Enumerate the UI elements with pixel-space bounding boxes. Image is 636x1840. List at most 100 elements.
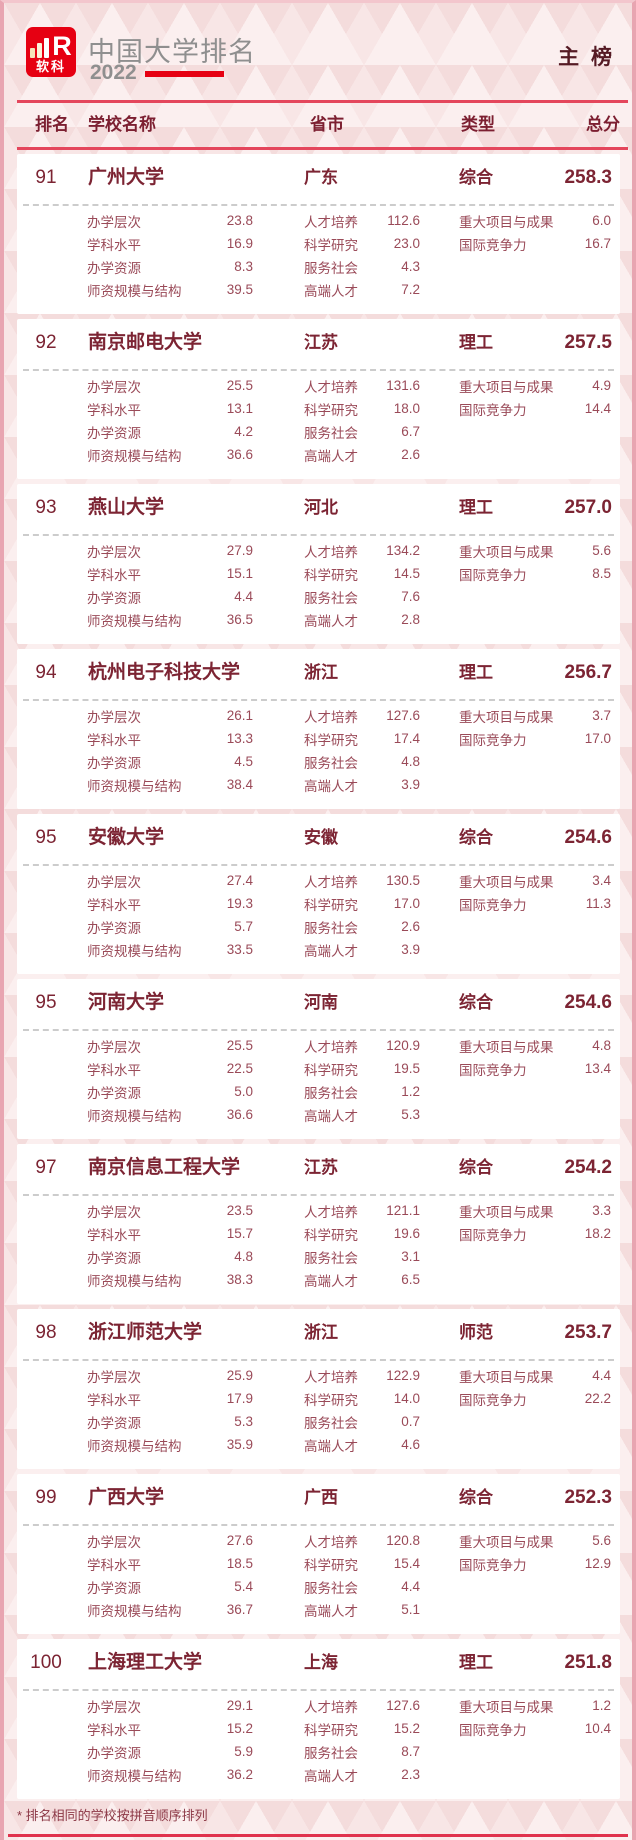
metric-value: 27.9	[226, 543, 253, 558]
bottom-divider	[8, 1834, 628, 1837]
metric-row: 办学资源 4.5	[87, 750, 253, 773]
metric-value: 15.4	[393, 1556, 420, 1571]
type-value: 综合	[459, 1158, 493, 1177]
type-value: 综合	[459, 828, 493, 847]
total-score: 254.6	[564, 992, 612, 1013]
metric-label: 高端人才	[304, 448, 358, 464]
metric-label: 学科水平	[87, 1557, 141, 1573]
metric-label: 高端人才	[304, 283, 358, 299]
metric-value: 35.9	[226, 1437, 253, 1452]
total-score: 256.7	[564, 662, 612, 683]
metric-label: 办学层次	[87, 1534, 141, 1550]
metric-label: 高端人才	[304, 1603, 358, 1619]
metric-label: 人才培养	[304, 1204, 358, 1220]
metric-row: 高端人才 5.1	[304, 1598, 420, 1621]
metric-row: 人才培养 120.9	[304, 1034, 420, 1057]
metric-value: 8.7	[401, 1744, 420, 1759]
metric-row: 高端人才 2.3	[304, 1763, 420, 1786]
metric-row: 人才培养 112.6	[304, 209, 420, 232]
metric-value: 26.1	[226, 708, 253, 723]
metric-value: 23.5	[226, 1203, 253, 1218]
metric-label: 师资规模与结构	[87, 613, 182, 629]
rank-value: 97	[35, 1157, 57, 1178]
table-header: 排名 学校名称 省市 类型 总分	[17, 100, 628, 150]
metric-value: 29.1	[226, 1698, 253, 1713]
metric-label: 重大项目与成果	[459, 1204, 554, 1220]
metric-label: 重大项目与成果	[459, 544, 554, 560]
total-score: 253.7	[564, 1322, 612, 1343]
metric-row: 办学层次 25.5	[87, 374, 253, 397]
metric-row: 重大项目与成果 3.4	[459, 869, 611, 892]
metric-value: 5.6	[592, 1533, 611, 1548]
metric-row: 服务社会 4.8	[304, 750, 420, 773]
metric-value: 18.0	[393, 401, 420, 416]
metric-value: 36.7	[226, 1602, 253, 1617]
metric-label: 服务社会	[304, 260, 358, 276]
metric-row: 高端人才 4.6	[304, 1433, 420, 1456]
university-card: 93 燕山大学 河北 理工 257.0 办学层次 27.9 学科水平 15.1 办学…	[17, 484, 620, 644]
metric-label: 科学研究	[304, 1722, 358, 1738]
rank-value: 98	[35, 1322, 57, 1343]
metric-label: 师资规模与结构	[87, 1768, 182, 1784]
total-score: 257.5	[564, 332, 612, 353]
metric-value: 18.5	[226, 1556, 253, 1571]
metric-label: 办学资源	[87, 1415, 141, 1431]
province-value: 浙江	[304, 1323, 338, 1342]
metric-row: 办学层次 25.5	[87, 1034, 253, 1057]
metrics-column-3: 重大项目与成果 1.2 国际竞争力 10.4	[459, 1694, 611, 1740]
university-card: 95 安徽大学 安徽 综合 254.6 办学层次 27.4 学科水平 19.3 办学…	[17, 814, 620, 974]
metric-label: 国际竞争力	[459, 1227, 527, 1243]
metric-label: 师资规模与结构	[87, 1603, 182, 1619]
metric-value: 3.9	[401, 777, 420, 792]
university-card: 92 南京邮电大学 江苏 理工 257.5 办学层次 25.5 学科水平 13.1 …	[17, 319, 620, 479]
metric-value: 4.4	[401, 1579, 420, 1594]
metric-value: 4.8	[234, 1249, 253, 1264]
metric-row: 师资规模与结构 38.4	[87, 773, 253, 796]
metric-label: 高端人才	[304, 943, 358, 959]
metric-row: 办学层次 29.1	[87, 1694, 253, 1717]
metric-label: 办学层次	[87, 214, 141, 230]
metric-row: 学科水平 15.1	[87, 562, 253, 585]
rank-value: 91	[35, 167, 57, 188]
metric-value: 5.4	[234, 1579, 253, 1594]
metric-row: 学科水平 15.7	[87, 1222, 253, 1245]
metric-row: 服务社会 0.7	[304, 1410, 420, 1433]
metrics-column-2: 人才培养 130.5 科学研究 17.0 服务社会 2.6 高端人才 3.9	[304, 869, 420, 961]
metric-value: 15.2	[226, 1721, 253, 1736]
metric-row: 重大项目与成果 4.9	[459, 374, 611, 397]
university-name: 燕山大学	[88, 497, 165, 518]
metric-label: 高端人才	[304, 613, 358, 629]
metric-label: 国际竞争力	[459, 897, 527, 913]
university-name: 杭州电子科技大学	[88, 662, 241, 683]
metric-label: 科学研究	[304, 1062, 358, 1078]
metric-label: 学科水平	[87, 1722, 141, 1738]
dashed-divider	[23, 1194, 614, 1196]
metric-label: 办学资源	[87, 1580, 141, 1596]
metric-value: 8.3	[234, 259, 253, 274]
metric-value: 38.4	[226, 777, 253, 792]
metric-row: 重大项目与成果 5.6	[459, 1529, 611, 1552]
metric-row: 办学资源 5.4	[87, 1575, 253, 1598]
metric-label: 人才培养	[304, 1039, 358, 1055]
metric-value: 2.6	[401, 919, 420, 934]
metric-label: 人才培养	[304, 1534, 358, 1550]
metric-label: 科学研究	[304, 402, 358, 418]
metric-label: 国际竞争力	[459, 402, 527, 418]
metrics-column-2: 人才培养 112.6 科学研究 23.0 服务社会 4.3 高端人才 7.2	[304, 209, 420, 301]
metric-value: 1.2	[401, 1084, 420, 1099]
metric-value: 4.5	[234, 754, 253, 769]
metric-row: 服务社会 6.7	[304, 420, 420, 443]
metric-label: 国际竞争力	[459, 567, 527, 583]
metric-row: 人才培养 130.5	[304, 869, 420, 892]
metrics-column-1: 办学层次 23.5 学科水平 15.7 办学资源 4.8 师资规模与结构 38.3	[87, 1199, 253, 1291]
metric-label: 高端人才	[304, 1768, 358, 1784]
metrics-column-2: 人才培养 127.6 科学研究 17.4 服务社会 4.8 高端人才 3.9	[304, 704, 420, 796]
metric-value: 3.7	[592, 708, 611, 723]
metric-label: 重大项目与成果	[459, 874, 554, 890]
metric-value: 18.2	[584, 1226, 611, 1241]
metric-row: 高端人才 2.8	[304, 608, 420, 631]
total-score: 258.3	[564, 167, 612, 188]
metrics-column-1: 办学层次 25.5 学科水平 13.1 办学资源 4.2 师资规模与结构 36.6	[87, 374, 253, 466]
col-header-rank: 排名	[35, 115, 69, 134]
